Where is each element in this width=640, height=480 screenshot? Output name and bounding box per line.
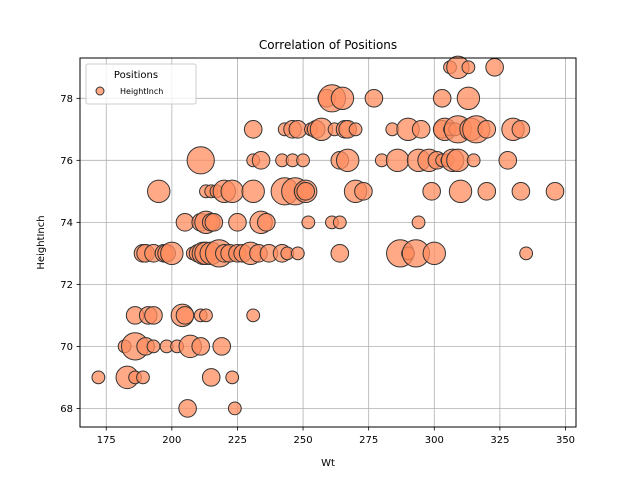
y-tick-label: 78: [60, 94, 73, 105]
scatter-point: [411, 215, 426, 230]
scatter-point: [227, 401, 242, 416]
scatter-point: [201, 368, 221, 387]
scatter-point: [228, 213, 247, 232]
scatter-point: [175, 213, 195, 232]
x-tick-label: 225: [228, 435, 247, 446]
scatter-point: [545, 182, 565, 201]
scatter-point: [290, 246, 305, 261]
scatter-point: [243, 120, 263, 139]
scatter-point: [225, 370, 240, 385]
y-tick-label: 72: [60, 280, 73, 291]
scatter-point: [330, 86, 355, 111]
x-tick-label: 325: [490, 435, 509, 446]
points-layer: [91, 55, 565, 418]
scatter-point: [204, 213, 224, 232]
scatter-point: [335, 148, 360, 173]
scatter-point: [519, 246, 534, 261]
ticks-layer: 175 200 225 250 275 300 325 350 68 70 72 74 76 78: [60, 94, 575, 446]
scatter-point: [178, 399, 197, 418]
scatter-point: [364, 89, 384, 108]
plot-area: [80, 58, 576, 427]
scatter-point: [246, 308, 261, 323]
scatter-point: [461, 60, 476, 75]
scatter-point: [220, 179, 244, 204]
scatter-point: [296, 153, 310, 168]
legend-entry-label: HeightInch: [120, 87, 163, 96]
scatter-point: [257, 213, 276, 232]
scatter-point: [212, 337, 232, 356]
x-tick-label: 175: [97, 435, 116, 446]
x-axis-label: Wt: [321, 458, 335, 469]
scatter-point: [147, 179, 171, 204]
x-tick-label: 200: [162, 435, 181, 446]
scatter-point: [175, 306, 195, 325]
scatter-point: [466, 153, 481, 168]
scatter-point: [511, 120, 531, 139]
legend-marker: [95, 86, 105, 96]
scatter-point: [348, 122, 363, 137]
scatter-point: [91, 370, 106, 385]
legend: Positions HeightInch: [85, 63, 197, 105]
scatter-point: [330, 244, 350, 263]
scatter-point: [146, 339, 161, 354]
scatter-point: [448, 179, 473, 204]
scatter-point: [301, 215, 316, 230]
y-tick-label: 70: [60, 342, 73, 353]
scatter-point: [241, 179, 265, 204]
x-tick-label: 250: [294, 435, 313, 446]
scatter-point: [288, 120, 308, 139]
scatter-point: [432, 89, 452, 108]
scatter-point: [477, 182, 497, 201]
scatter-point: [411, 120, 431, 139]
legend-box: [85, 63, 197, 105]
scatter-point: [160, 241, 184, 266]
scatter-point: [296, 182, 315, 201]
chart-title: Correlation of Positions: [259, 38, 397, 52]
scatter-point: [456, 86, 481, 111]
scatter-point: [136, 370, 150, 385]
scatter-point: [477, 120, 497, 139]
scatter-point: [144, 306, 163, 325]
y-tick-label: 76: [60, 156, 73, 167]
scatter-point: [199, 308, 213, 323]
y-axis-label: HeightInch: [36, 215, 47, 269]
legend-title: Positions: [114, 70, 158, 81]
scatter-point: [354, 182, 373, 201]
y-tick-label: 74: [60, 218, 73, 229]
scatter-point: [332, 215, 347, 230]
scatter-point: [251, 151, 271, 170]
x-tick-label: 300: [425, 435, 444, 446]
scatter-point: [191, 337, 211, 356]
plot-frame: [79, 57, 577, 428]
scatter-point: [422, 241, 446, 266]
scatter-point: [498, 151, 518, 170]
scatter-point: [485, 58, 504, 77]
scatter-point: [422, 182, 441, 201]
x-tick-label: 275: [359, 435, 378, 446]
scatter-point: [446, 148, 470, 173]
scatter-point: [385, 148, 410, 173]
scatter-point: [186, 146, 215, 175]
x-tick-label: 350: [556, 435, 575, 446]
scatter-point: [511, 182, 531, 201]
y-tick-label: 68: [60, 404, 73, 415]
